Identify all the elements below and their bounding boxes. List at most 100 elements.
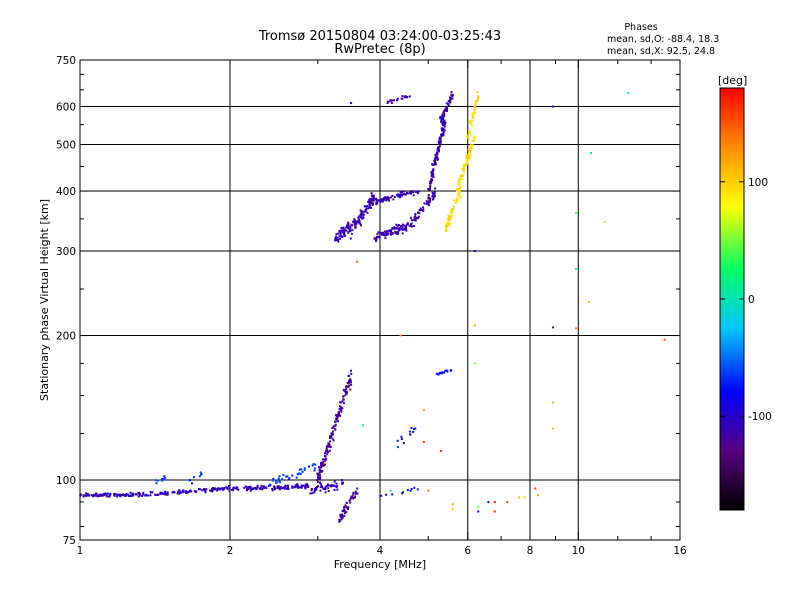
data-point xyxy=(469,147,472,149)
data-point xyxy=(101,494,104,497)
data-point xyxy=(199,488,201,491)
data-point xyxy=(275,480,278,483)
data-point xyxy=(459,186,462,189)
data-point xyxy=(338,518,341,521)
data-point xyxy=(339,233,342,236)
data-point xyxy=(319,483,322,486)
data-point xyxy=(330,483,333,486)
data-point xyxy=(137,492,140,495)
data-point xyxy=(260,484,263,487)
data-point xyxy=(186,491,189,494)
data-point xyxy=(452,199,455,202)
data-point xyxy=(123,494,126,497)
data-point xyxy=(155,482,158,485)
data-point xyxy=(237,488,240,491)
data-point xyxy=(149,494,152,497)
data-point xyxy=(410,488,413,491)
data-point xyxy=(209,489,212,492)
data-point xyxy=(473,362,476,365)
data-point xyxy=(179,490,182,493)
data-point xyxy=(318,471,321,474)
data-point xyxy=(327,445,330,448)
data-point xyxy=(473,135,475,138)
data-point xyxy=(303,467,306,470)
data-point xyxy=(320,466,322,469)
data-point xyxy=(317,485,319,488)
data-point xyxy=(340,409,343,411)
data-point xyxy=(285,475,288,478)
data-point xyxy=(113,494,116,496)
data-point xyxy=(283,487,286,490)
data-point xyxy=(339,231,342,234)
data-point xyxy=(193,490,196,493)
data-point xyxy=(104,492,107,495)
data-point xyxy=(396,227,398,230)
data-point xyxy=(265,486,268,489)
chart-title: Tromsø 20150804 03:24:00-03:25:43 xyxy=(258,29,501,44)
data-point xyxy=(287,484,289,487)
data-point xyxy=(360,210,363,213)
data-point xyxy=(439,117,442,120)
data-point xyxy=(362,214,365,217)
data-point xyxy=(406,222,409,225)
data-point xyxy=(344,385,347,388)
data-point xyxy=(463,167,466,170)
data-point xyxy=(340,407,343,410)
data-point xyxy=(449,217,452,220)
data-point xyxy=(442,121,445,124)
data-point xyxy=(393,227,396,230)
data-point xyxy=(436,151,439,154)
data-point xyxy=(397,230,399,233)
data-point xyxy=(473,106,476,109)
data-point xyxy=(118,493,121,496)
data-point xyxy=(417,215,420,218)
data-point xyxy=(447,100,450,103)
data-point xyxy=(445,226,447,229)
data-point xyxy=(361,212,364,215)
data-point xyxy=(137,495,140,498)
data-point xyxy=(163,478,166,481)
data-point xyxy=(203,488,206,490)
data-point xyxy=(273,488,276,491)
data-point xyxy=(406,95,409,98)
data-point xyxy=(335,482,338,485)
data-point xyxy=(460,173,463,176)
data-point xyxy=(140,495,143,497)
data-point xyxy=(439,141,442,144)
data-point xyxy=(448,214,451,217)
data-point xyxy=(281,478,284,481)
data-point xyxy=(446,107,448,110)
data-point xyxy=(356,487,359,490)
data-point xyxy=(375,238,378,241)
data-point xyxy=(427,196,430,199)
data-point xyxy=(339,229,342,232)
data-point xyxy=(389,229,392,232)
data-point xyxy=(389,99,392,102)
data-point xyxy=(401,226,404,229)
data-point xyxy=(342,226,345,229)
data-point xyxy=(431,191,434,194)
data-point xyxy=(441,117,444,120)
data-point xyxy=(458,189,461,192)
data-point xyxy=(164,490,167,493)
data-point xyxy=(301,484,304,487)
data-point xyxy=(116,494,119,497)
data-point xyxy=(434,187,437,190)
data-point xyxy=(338,230,341,233)
data-point xyxy=(272,477,275,480)
data-point xyxy=(275,479,278,482)
data-point xyxy=(440,372,443,375)
data-point xyxy=(401,492,403,495)
data-point xyxy=(467,156,470,159)
data-point xyxy=(352,491,355,494)
data-point xyxy=(430,174,433,177)
data-point xyxy=(352,497,355,499)
data-point xyxy=(291,486,294,489)
data-point xyxy=(215,488,218,491)
data-point xyxy=(161,492,164,495)
data-point xyxy=(211,487,214,489)
data-point xyxy=(308,465,310,468)
data-point xyxy=(228,489,231,492)
data-point xyxy=(402,491,404,494)
data-point xyxy=(324,463,327,466)
